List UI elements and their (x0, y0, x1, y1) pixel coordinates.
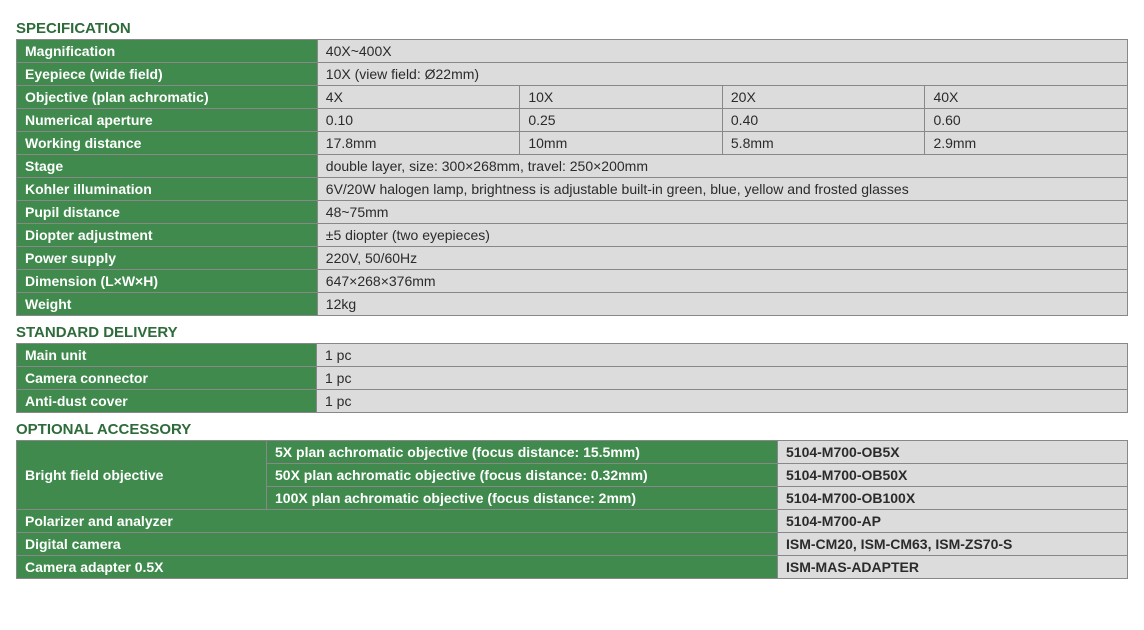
table-row: Stage double layer, size: 300×268mm, tra… (17, 155, 1128, 178)
spec-label: Stage (17, 155, 318, 178)
table-row: Digital camera ISM-CM20, ISM-CM63, ISM-Z… (17, 533, 1128, 556)
optional-accessory-table: Bright field objective 5X plan achromati… (16, 440, 1128, 579)
optional-desc: 5X plan achromatic objective (focus dist… (267, 441, 778, 464)
spec-value: 0.25 (520, 109, 723, 132)
optional-label: Digital camera (17, 533, 778, 556)
spec-value: 5.8mm (722, 132, 925, 155)
table-row: Objective (plan achromatic) 4X 10X 20X 4… (17, 86, 1128, 109)
spec-value: 10X (view field: Ø22mm) (317, 63, 1127, 86)
spec-value: 2.9mm (925, 132, 1128, 155)
spec-label: Power supply (17, 247, 318, 270)
spec-value: 10mm (520, 132, 723, 155)
spec-value: 6V/20W halogen lamp, brightness is adjus… (317, 178, 1127, 201)
table-row: Camera connector 1 pc (17, 367, 1128, 390)
optional-code: 5104-M700-OB100X (778, 487, 1128, 510)
spec-value: 0.10 (317, 109, 520, 132)
table-row: Diopter adjustment ±5 diopter (two eyepi… (17, 224, 1128, 247)
spec-label: Numerical aperture (17, 109, 318, 132)
standard-delivery-title: STANDARD DELIVERY (16, 324, 1128, 341)
delivery-value: 1 pc (317, 344, 1128, 367)
spec-value: 647×268×376mm (317, 270, 1127, 293)
spec-value: 20X (722, 86, 925, 109)
spec-label: Dimension (L×W×H) (17, 270, 318, 293)
optional-code: 5104-M700-OB5X (778, 441, 1128, 464)
spec-value: 40X (925, 86, 1128, 109)
table-row: Pupil distance 48~75mm (17, 201, 1128, 224)
spec-label: Weight (17, 293, 318, 316)
table-row: Weight 12kg (17, 293, 1128, 316)
table-row: Anti-dust cover 1 pc (17, 390, 1128, 413)
spec-value: 10X (520, 86, 723, 109)
spec-label: Working distance (17, 132, 318, 155)
spec-value: 40X~400X (317, 40, 1127, 63)
specification-table: Magnification 40X~400X Eyepiece (wide fi… (16, 39, 1128, 316)
table-row: Bright field objective 5X plan achromati… (17, 441, 1128, 464)
table-row: Power supply 220V, 50/60Hz (17, 247, 1128, 270)
table-row: Main unit 1 pc (17, 344, 1128, 367)
spec-label: Pupil distance (17, 201, 318, 224)
delivery-value: 1 pc (317, 367, 1128, 390)
table-row: Magnification 40X~400X (17, 40, 1128, 63)
optional-label: Camera adapter 0.5X (17, 556, 778, 579)
spec-value: ±5 diopter (two eyepieces) (317, 224, 1127, 247)
table-row: Numerical aperture 0.10 0.25 0.40 0.60 (17, 109, 1128, 132)
standard-delivery-table: Main unit 1 pc Camera connector 1 pc Ant… (16, 343, 1128, 413)
spec-label: Kohler illumination (17, 178, 318, 201)
spec-label: Magnification (17, 40, 318, 63)
delivery-label: Camera connector (17, 367, 317, 390)
spec-value: 48~75mm (317, 201, 1127, 224)
optional-code: 5104-M700-OB50X (778, 464, 1128, 487)
spec-value: 17.8mm (317, 132, 520, 155)
spec-value: 0.40 (722, 109, 925, 132)
table-row: Eyepiece (wide field) 10X (view field: Ø… (17, 63, 1128, 86)
optional-desc: 50X plan achromatic objective (focus dis… (267, 464, 778, 487)
optional-code: 5104-M700-AP (778, 510, 1128, 533)
table-row: Polarizer and analyzer 5104-M700-AP (17, 510, 1128, 533)
spec-value: 0.60 (925, 109, 1128, 132)
optional-code: ISM-MAS-ADAPTER (778, 556, 1128, 579)
spec-value: double layer, size: 300×268mm, travel: 2… (317, 155, 1127, 178)
spec-value: 4X (317, 86, 520, 109)
table-row: Kohler illumination 6V/20W halogen lamp,… (17, 178, 1128, 201)
delivery-label: Main unit (17, 344, 317, 367)
delivery-value: 1 pc (317, 390, 1128, 413)
spec-value: 220V, 50/60Hz (317, 247, 1127, 270)
spec-label: Objective (plan achromatic) (17, 86, 318, 109)
spec-label: Diopter adjustment (17, 224, 318, 247)
table-row: Dimension (L×W×H) 647×268×376mm (17, 270, 1128, 293)
optional-accessory-title: OPTIONAL ACCESSORY (16, 421, 1128, 438)
optional-code: ISM-CM20, ISM-CM63, ISM-ZS70-S (778, 533, 1128, 556)
optional-desc: 100X plan achromatic objective (focus di… (267, 487, 778, 510)
delivery-label: Anti-dust cover (17, 390, 317, 413)
spec-value: 12kg (317, 293, 1127, 316)
table-row: Camera adapter 0.5X ISM-MAS-ADAPTER (17, 556, 1128, 579)
specification-title: SPECIFICATION (16, 20, 1128, 37)
table-row: Working distance 17.8mm 10mm 5.8mm 2.9mm (17, 132, 1128, 155)
optional-label: Polarizer and analyzer (17, 510, 778, 533)
spec-label: Eyepiece (wide field) (17, 63, 318, 86)
optional-label: Bright field objective (17, 441, 267, 510)
